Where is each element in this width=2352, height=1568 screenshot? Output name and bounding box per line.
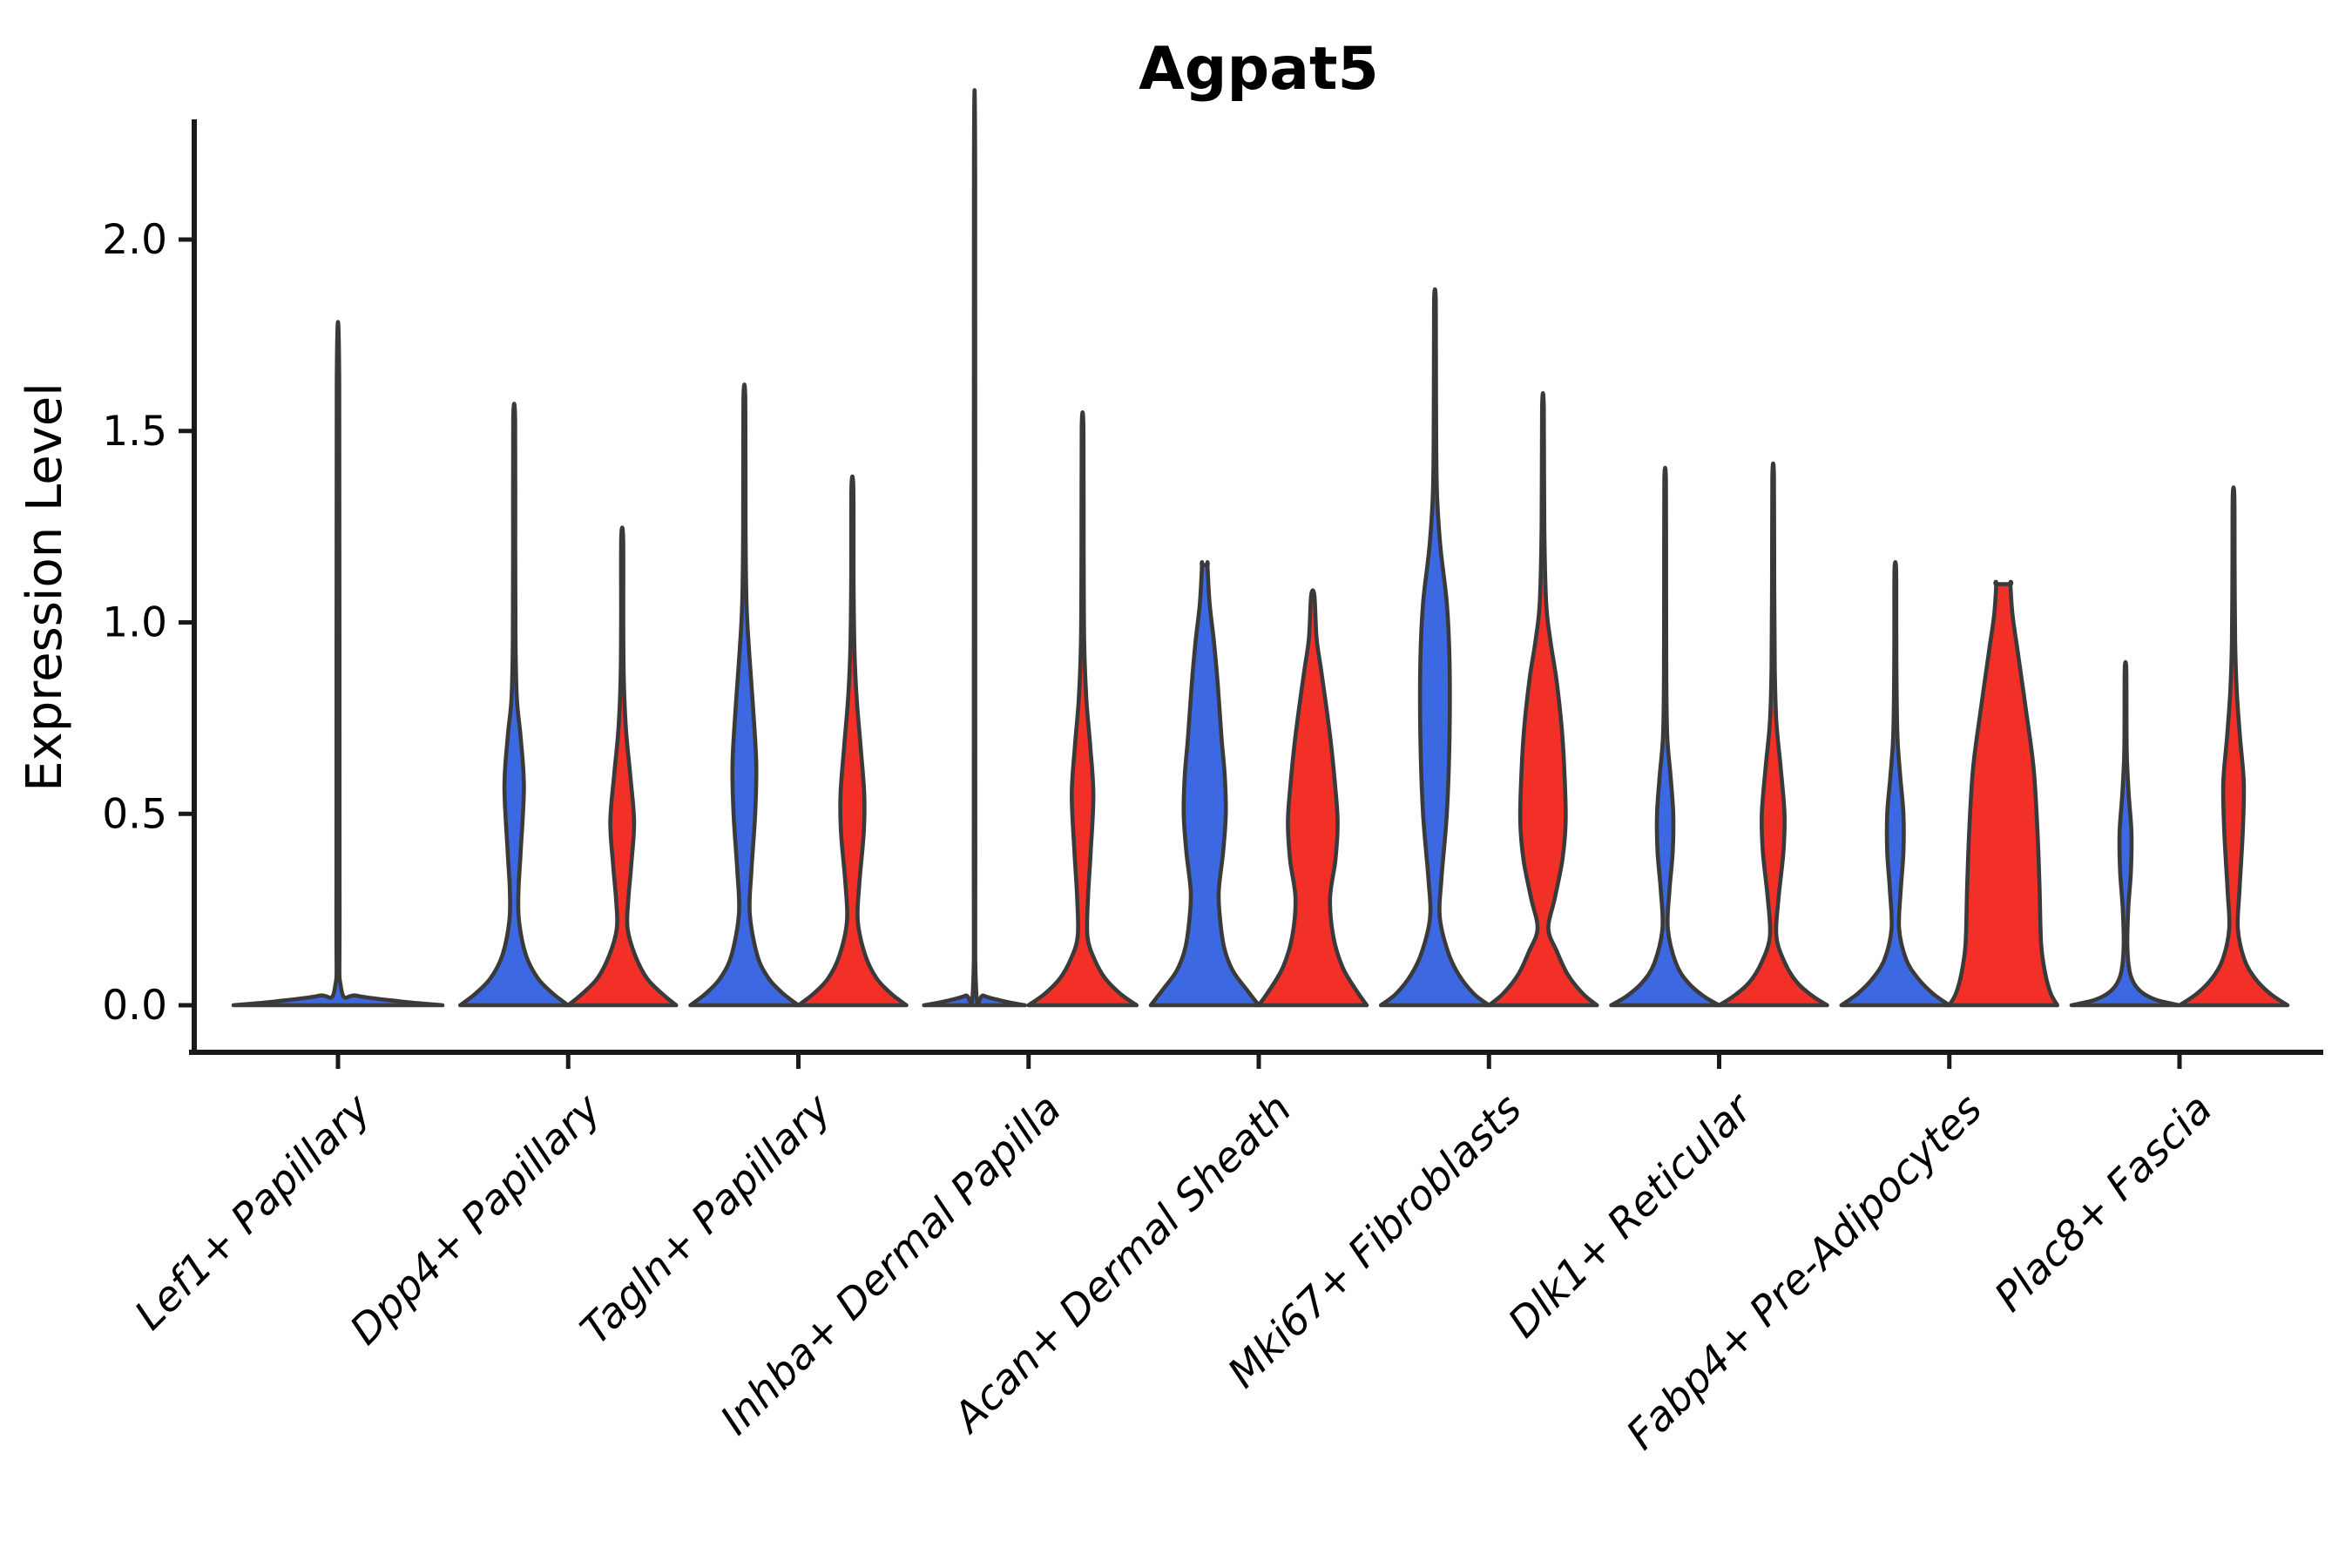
violin-inhba-blue — [922, 88, 1028, 1008]
violin-acan-red — [1256, 588, 1369, 1008]
y-tick-label: 0.5 — [102, 790, 167, 838]
violin-dlk1-red — [1717, 461, 1829, 1008]
y-axis-label: Expression Level — [17, 382, 73, 792]
violin-tagln-red — [796, 474, 909, 1008]
axes-layer — [179, 119, 2323, 1069]
y-tick-label: 2.0 — [102, 216, 167, 264]
violin-dpp4-blue — [457, 402, 571, 1008]
violin-tagln-blue — [688, 382, 801, 1008]
chart-title: Agpat5 — [1139, 35, 1379, 104]
violin-dlk1-blue — [1609, 465, 1721, 1008]
y-tick-label: 1.0 — [102, 599, 167, 647]
y-tick-label: 1.5 — [102, 408, 167, 456]
violin-lef1-blue — [231, 320, 445, 1008]
violin-fabp4-red — [1947, 579, 2060, 1008]
x-tick-label: Dlk1+ Reticular — [1499, 1084, 1763, 1348]
violin-dpp4-red — [565, 525, 679, 1008]
violin-acan-blue — [1148, 560, 1261, 1008]
violin-plac8-blue — [2069, 659, 2182, 1008]
violin-mki67-blue — [1378, 287, 1491, 1008]
x-tick-label: Dpp4+ Papillary — [341, 1085, 612, 1355]
x-tick-labels: Lef1+ Papillary Dpp4+ Papillary Tagln+ P… — [125, 1084, 2221, 1459]
violin-fabp4-blue — [1839, 559, 1952, 1008]
violins-layer — [231, 88, 2290, 1008]
violin-inhba-red — [1026, 410, 1139, 1008]
x-tick-label: Tagln+ Papillary — [571, 1085, 841, 1355]
y-axis-tickmarks — [179, 237, 194, 1008]
y-tick-labels: 0.0 0.5 1.0 1.5 2.0 — [102, 216, 167, 1030]
violin-plac8-red — [2177, 485, 2290, 1008]
violin-mki67-red — [1486, 391, 1599, 1008]
x-tick-label: Plac8+ Fascia — [1985, 1085, 2221, 1321]
x-axis-tickmarks — [335, 1052, 2182, 1069]
y-tick-label: 0.0 — [102, 982, 167, 1030]
x-tick-label: Lef1+ Papillary — [125, 1085, 381, 1340]
